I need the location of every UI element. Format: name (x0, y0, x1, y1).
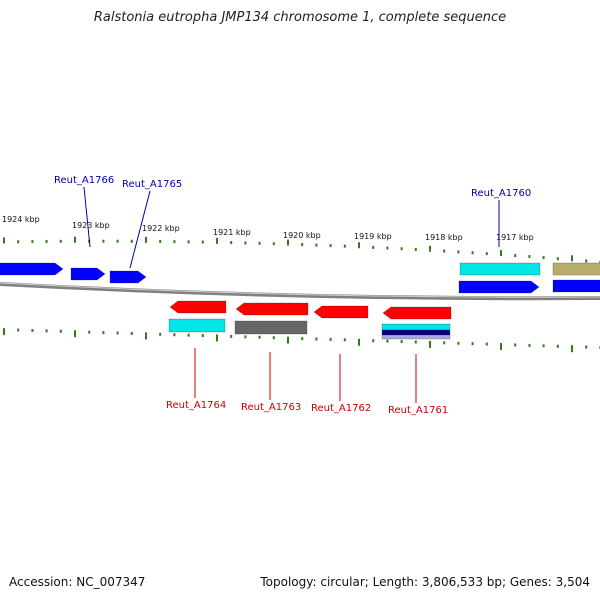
cds-bar (552, 262, 600, 276)
gene-label: Reut_A1760 (471, 188, 531, 199)
gene-arrow-reverse (169, 300, 227, 314)
gene-arrow-forward (70, 267, 106, 281)
gene-label: Reut_A1766 (54, 175, 114, 186)
kbp-label: 1924 kbp (2, 215, 40, 224)
leader-line (83, 186, 91, 248)
kbp-label: 1923 kbp (72, 221, 110, 230)
gene-arrow-reverse (235, 302, 309, 316)
kbp-label: 1919 kbp (354, 232, 392, 241)
gene-arrow-reverse (313, 305, 369, 319)
gene-arrow-forward (109, 270, 147, 284)
backbone-line (0, 282, 600, 301)
bottom-tick-track (3, 328, 600, 353)
top-tick-track (3, 236, 600, 264)
gene-label: Reut_A1761 (388, 405, 448, 416)
gene-label: Reut_A1762 (311, 403, 371, 414)
gene-label: Reut_A1764 (166, 400, 226, 411)
gene-arrow-forward (0, 262, 64, 276)
cds-bar (168, 318, 226, 333)
gene-arrow-forward (458, 280, 540, 294)
gene-arrow-forward (552, 279, 600, 293)
kbp-label: 1921 kbp (213, 228, 251, 237)
gene-label: Reut_A1763 (241, 402, 301, 413)
gene-arrow-reverse (382, 306, 452, 320)
gene-labels: Reut_A1766 Reut_A1765 Reut_A1760 Reut_A1764… (54, 175, 531, 416)
cds-bar (381, 323, 451, 331)
cds-bar (381, 329, 451, 336)
backbone-highlight (0, 282, 600, 298)
summary-text: Topology: circular; Length: 3,806,533 bp… (260, 575, 590, 589)
cds-bar (381, 334, 451, 340)
cds-bar (459, 262, 541, 276)
cds-bar (234, 320, 308, 335)
kbp-scale-labels: 1924 kbp 1923 kbp 1922 kbp 1921 kbp 1920 kbp… (2, 215, 534, 242)
kbp-label: 1918 kbp (425, 233, 463, 242)
kbp-label: 1920 kbp (283, 231, 321, 240)
chromosome-backbone (0, 282, 600, 301)
kbp-label: 1922 kbp (142, 224, 180, 233)
gene-label: Reut_A1765 (122, 179, 182, 190)
kbp-label: 1917 kbp (496, 233, 534, 242)
map-title: Ralstonia eutropha JMP134 chromosome 1, … (93, 10, 507, 25)
gene-features (0, 262, 600, 340)
accession-text: Accession: NC_007347 (9, 575, 146, 589)
leader-line (129, 190, 151, 269)
